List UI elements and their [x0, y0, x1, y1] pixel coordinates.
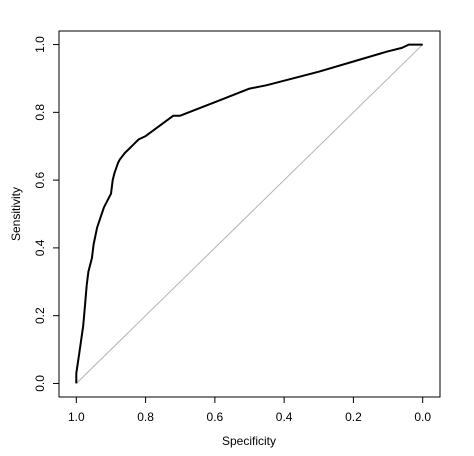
- x-tick-label: 0.4: [276, 410, 293, 424]
- x-tick-label: 0.2: [345, 410, 362, 424]
- y-tick-label: 0.8: [33, 104, 47, 121]
- plot-frame: [58, 30, 441, 398]
- y-axis-ticks: 0.0 0.2 0.4 0.6 0.8 1.0: [33, 36, 59, 392]
- x-axis-label: Specificity: [222, 434, 276, 448]
- y-axis-label: Sensitivity: [9, 187, 23, 241]
- y-tick-label: 0.6: [33, 171, 47, 188]
- y-tick-label: 0.0: [33, 375, 47, 392]
- roc-curve-line: [75, 43, 423, 384]
- y-tick-label: 1.0: [33, 36, 47, 53]
- x-tick-label: 0.8: [137, 410, 154, 424]
- reference-diagonal-line: [75, 44, 424, 384]
- x-tick-label: 1.0: [68, 410, 85, 424]
- x-axis-ticks: 1.0 0.8 0.6 0.4 0.2 0.0: [68, 397, 431, 424]
- x-tick-label: 0.6: [207, 410, 224, 424]
- y-tick-label: 0.4: [33, 239, 47, 256]
- y-tick-label: 0.2: [33, 307, 47, 324]
- x-tick-label: 0.0: [414, 410, 431, 424]
